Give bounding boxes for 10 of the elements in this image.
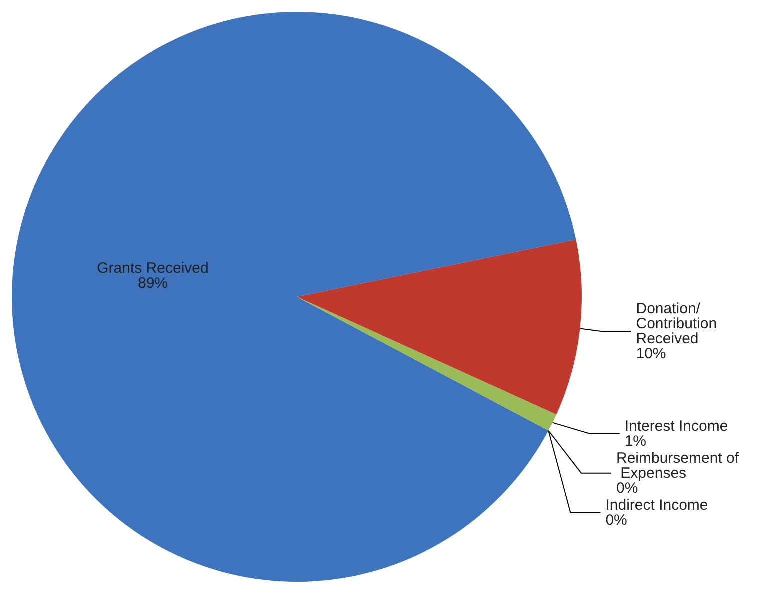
slice-label: Interest Income (624, 418, 728, 435)
category-label: Indirect Income (606, 496, 708, 514)
slice-label: Grants Received (97, 260, 209, 278)
text: 0% (616, 480, 638, 497)
data-label: 1% (624, 432, 647, 450)
text: 0% (606, 512, 628, 529)
data-label: 89% (138, 275, 168, 292)
slice-label: Donation/ Contribution Received (636, 300, 722, 348)
data-label: 10% (636, 346, 666, 363)
category-label: Reimbursement of Expenses (616, 450, 740, 482)
